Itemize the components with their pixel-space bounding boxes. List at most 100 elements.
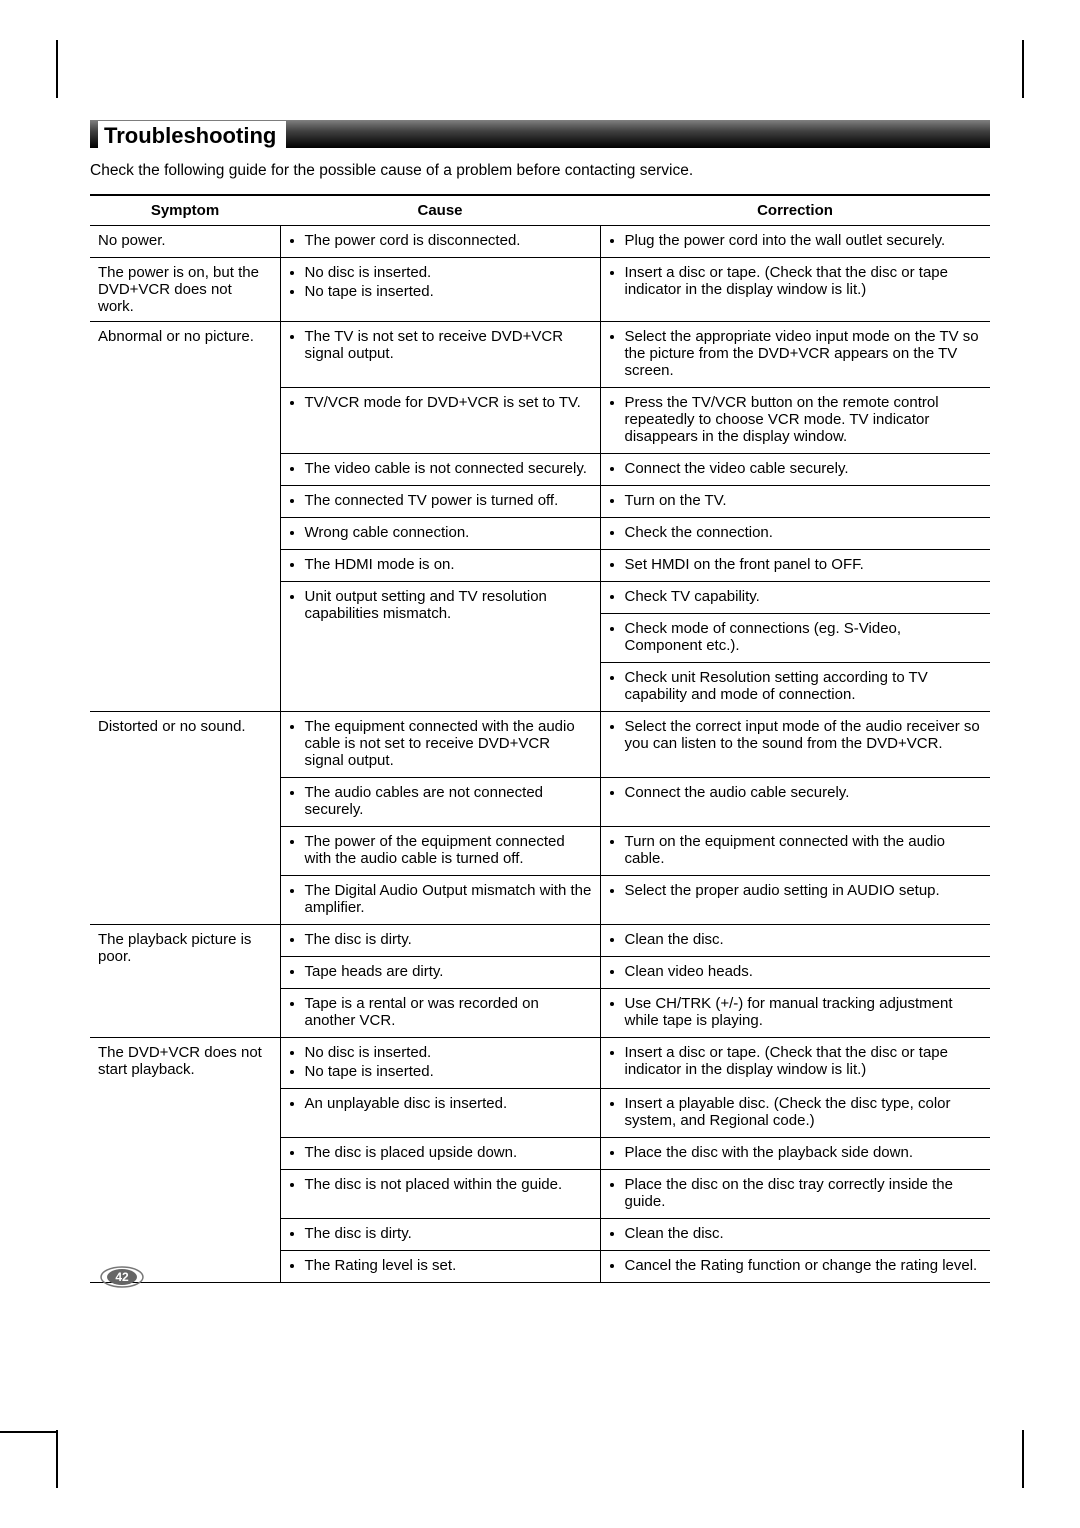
cause-cell: The equipment connected with the audio c…	[280, 712, 600, 778]
bullet-item: Place the disc with the playback side do…	[625, 1144, 983, 1161]
bullet-item: Insert a disc or tape. (Check that the d…	[625, 1044, 983, 1078]
bullet-item: The Digital Audio Output mismatch with t…	[305, 882, 592, 916]
troubleshooting-table: Symptom Cause Correction No power.The po…	[90, 194, 990, 1283]
correction-cell: Plug the power cord into the wall outlet…	[600, 226, 990, 258]
bullet-item: The power of the equipment connected wit…	[305, 833, 592, 867]
bullet-item: An unplayable disc is inserted.	[305, 1095, 592, 1112]
correction-cell: Turn on the equipment connected with the…	[600, 827, 990, 876]
title-bar: Troubleshooting	[90, 120, 990, 148]
correction-cell: Select the correct input mode of the aud…	[600, 712, 990, 778]
correction-cell: Clean video heads.	[600, 957, 990, 989]
correction-cell: Select the appropriate video input mode …	[600, 322, 990, 388]
correction-cell: Check TV capability.	[600, 582, 990, 614]
bullet-item: No tape is inserted.	[305, 283, 592, 300]
cause-cell: The TV is not set to receive DVD+VCR sig…	[280, 322, 600, 388]
correction-cell: Place the disc with the playback side do…	[600, 1138, 990, 1170]
correction-cell: Place the disc on the disc tray correctl…	[600, 1170, 990, 1219]
correction-cell: Connect the video cable securely.	[600, 454, 990, 486]
table-row: The playback picture is poor.The disc is…	[90, 925, 990, 957]
bullet-item: No tape is inserted.	[305, 1063, 592, 1080]
bullet-item: Check mode of connections (eg. S-Video, …	[625, 620, 983, 654]
cause-cell: The disc is dirty.	[280, 1219, 600, 1251]
correction-cell: Check the connection.	[600, 518, 990, 550]
crop-mark	[1022, 1430, 1024, 1488]
crop-mark	[56, 40, 58, 98]
bullet-item: Wrong cable connection.	[305, 524, 592, 541]
bullet-item: Connect the video cable securely.	[625, 460, 983, 477]
bullet-item: Tape heads are dirty.	[305, 963, 592, 980]
correction-cell: Use CH/TRK (+/-) for manual tracking adj…	[600, 989, 990, 1038]
table-row: Distorted or no sound.The equipment conn…	[90, 712, 990, 778]
correction-cell: Cancel the Rating function or change the…	[600, 1251, 990, 1283]
bullet-item: The equipment connected with the audio c…	[305, 718, 592, 769]
correction-cell: Select the proper audio setting in AUDIO…	[600, 876, 990, 925]
bullet-item: Turn on the TV.	[625, 492, 983, 509]
correction-cell: Clean the disc.	[600, 925, 990, 957]
symptom-cell: The playback picture is poor.	[90, 925, 280, 1038]
bullet-item: The disc is dirty.	[305, 931, 592, 948]
bullet-item: Clean the disc.	[625, 1225, 983, 1242]
correction-cell: Connect the audio cable securely.	[600, 778, 990, 827]
cause-cell: Unit output setting and TV resolution ca…	[280, 582, 600, 712]
symptom-cell: Distorted or no sound.	[90, 712, 280, 925]
table-header-row: Symptom Cause Correction	[90, 195, 990, 226]
bullet-item: The audio cables are not connected secur…	[305, 784, 592, 818]
cause-cell: The disc is not placed within the guide.	[280, 1170, 600, 1219]
cause-cell: The HDMI mode is on.	[280, 550, 600, 582]
table-row: Abnormal or no picture.The TV is not set…	[90, 322, 990, 388]
bullet-item: Use CH/TRK (+/-) for manual tracking adj…	[625, 995, 983, 1029]
page-title: Troubleshooting	[98, 121, 286, 149]
cause-cell: The power of the equipment connected wit…	[280, 827, 600, 876]
bullet-item: TV/VCR mode for DVD+VCR is set to TV.	[305, 394, 592, 411]
table-row: The power is on, but the DVD+VCR does no…	[90, 258, 990, 322]
bullet-item: Clean video heads.	[625, 963, 983, 980]
bullet-item: The disc is not placed within the guide.	[305, 1176, 592, 1193]
bullet-item: Plug the power cord into the wall outlet…	[625, 232, 983, 249]
correction-cell: Turn on the TV.	[600, 486, 990, 518]
bullet-item: Insert a disc or tape. (Check that the d…	[625, 264, 983, 298]
bullet-item: Select the proper audio setting in AUDIO…	[625, 882, 983, 899]
correction-cell: Set HMDI on the front panel to OFF.	[600, 550, 990, 582]
cause-cell: Tape is a rental or was recorded on anot…	[280, 989, 600, 1038]
bullet-item: Place the disc on the disc tray correctl…	[625, 1176, 983, 1210]
crop-mark	[1022, 40, 1024, 98]
page-number-badge: 42	[100, 1266, 144, 1288]
bullet-item: Unit output setting and TV resolution ca…	[305, 588, 592, 622]
correction-cell: Check unit Resolution setting according …	[600, 663, 990, 712]
cause-cell: The disc is placed upside down.	[280, 1138, 600, 1170]
table-row: No power. The power cord is disconnected.…	[90, 226, 990, 258]
bullet-item: Clean the disc.	[625, 931, 983, 948]
bullet-item: The HDMI mode is on.	[305, 556, 592, 573]
crop-mark	[0, 1431, 58, 1433]
bullet-item: The TV is not set to receive DVD+VCR sig…	[305, 328, 592, 362]
symptom-cell: The power is on, but the DVD+VCR does no…	[90, 258, 280, 322]
cause-cell: No disc is inserted. No tape is inserted.	[280, 258, 600, 322]
bullet-item: Set HMDI on the front panel to OFF.	[625, 556, 983, 573]
bullet-item: No disc is inserted.	[305, 1044, 592, 1061]
symptom-cell: No power.	[90, 226, 280, 258]
bullet-item: Connect the audio cable securely.	[625, 784, 983, 801]
bullet-item: The video cable is not connected securel…	[305, 460, 592, 477]
cause-cell: TV/VCR mode for DVD+VCR is set to TV.	[280, 388, 600, 454]
bullet-item: The power cord is disconnected.	[305, 232, 592, 249]
bullet-item: Press the TV/VCR button on the remote co…	[625, 394, 983, 445]
correction-cell: Insert a disc or tape. (Check that the d…	[600, 258, 990, 322]
bullet-item: Turn on the equipment connected with the…	[625, 833, 983, 867]
correction-cell: Check mode of connections (eg. S-Video, …	[600, 614, 990, 663]
bullet-item: Cancel the Rating function or change the…	[625, 1257, 983, 1274]
symptom-cell: The DVD+VCR does not start playback.	[90, 1038, 280, 1283]
cause-cell: An unplayable disc is inserted.	[280, 1089, 600, 1138]
correction-cell: Press the TV/VCR button on the remote co…	[600, 388, 990, 454]
bullet-item: Check unit Resolution setting according …	[625, 669, 983, 703]
bullet-item: The disc is placed upside down.	[305, 1144, 592, 1161]
cause-cell: The connected TV power is turned off.	[280, 486, 600, 518]
cause-cell: Wrong cable connection.	[280, 518, 600, 550]
bullet-item: No disc is inserted.	[305, 264, 592, 281]
bullet-item: The connected TV power is turned off.	[305, 492, 592, 509]
correction-cell: Insert a playable disc. (Check the disc …	[600, 1089, 990, 1138]
table-row: The DVD+VCR does not start playback.No d…	[90, 1038, 990, 1089]
col-cause: Cause	[280, 195, 600, 226]
col-correction: Correction	[600, 195, 990, 226]
cause-cell: The audio cables are not connected secur…	[280, 778, 600, 827]
bullet-item: The disc is dirty.	[305, 1225, 592, 1242]
